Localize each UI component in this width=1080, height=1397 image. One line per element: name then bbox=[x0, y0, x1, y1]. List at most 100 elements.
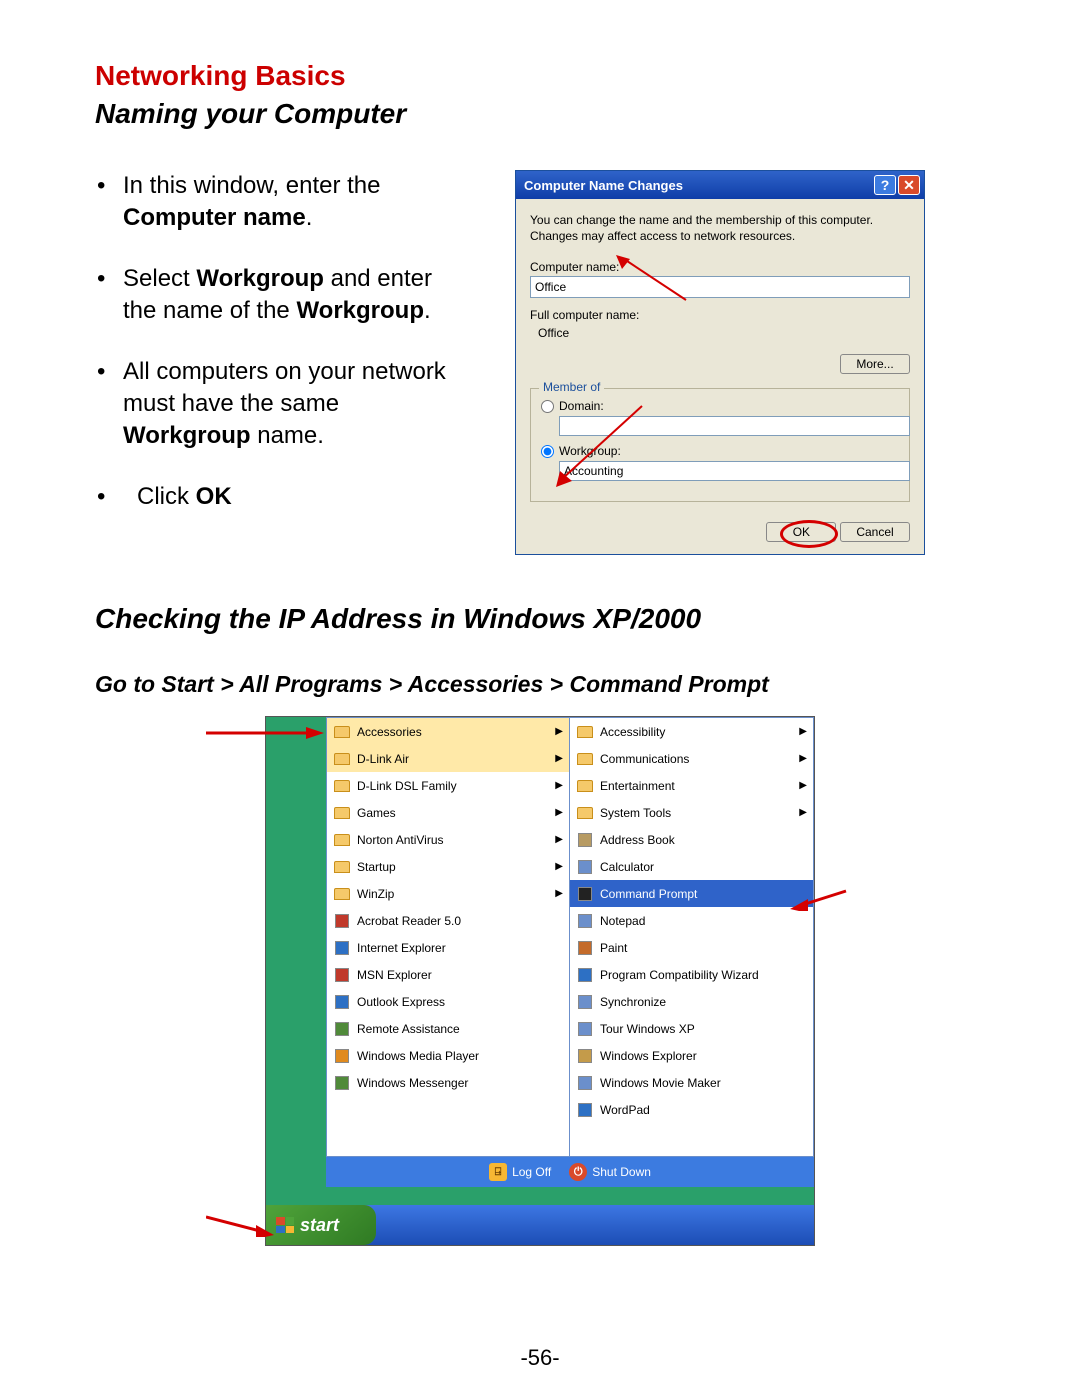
app-icon bbox=[333, 993, 351, 1011]
help-icon[interactable]: ? bbox=[874, 175, 896, 195]
shutdown-button[interactable]: ⏻ Shut Down bbox=[569, 1163, 651, 1181]
cancel-button[interactable]: Cancel bbox=[840, 522, 910, 542]
menu-item-label: System Tools bbox=[600, 806, 671, 820]
submenu-arrow-icon: ▶ bbox=[799, 807, 807, 818]
submenu-arrow-icon: ▶ bbox=[555, 888, 563, 899]
submenu-arrow-icon: ▶ bbox=[555, 834, 563, 845]
menu-item[interactable]: D-Link Air ▶ bbox=[327, 745, 569, 772]
menu-item[interactable]: Accessories ▶ bbox=[327, 718, 569, 745]
menu-item-label: Windows Messenger bbox=[357, 1076, 468, 1090]
accessories-menu: Accessibility▶Communications▶Entertainme… bbox=[570, 718, 813, 1156]
full-name-label: Full computer name: bbox=[530, 308, 910, 322]
folder-icon bbox=[576, 804, 594, 822]
arrow-command-prompt bbox=[788, 887, 848, 911]
menu-item[interactable]: Accessibility▶ bbox=[570, 718, 813, 745]
menu-item[interactable]: Program Compatibility Wizard bbox=[570, 961, 813, 988]
menu-item[interactable]: Windows Messenger bbox=[327, 1069, 569, 1096]
folder-icon bbox=[333, 723, 351, 741]
menu-item[interactable]: Command Prompt bbox=[570, 880, 813, 907]
app-icon bbox=[576, 858, 594, 876]
menu-item[interactable]: Synchronize bbox=[570, 988, 813, 1015]
folder-icon bbox=[333, 831, 351, 849]
app-icon bbox=[576, 1074, 594, 1092]
menu-item-label: Startup bbox=[357, 860, 396, 874]
menu-item[interactable]: Calculator bbox=[570, 853, 813, 880]
menu-item-label: Synchronize bbox=[600, 995, 666, 1009]
menu-item[interactable]: D-Link DSL Family▶ bbox=[327, 772, 569, 799]
menu-item[interactable]: Outlook Express bbox=[327, 988, 569, 1015]
submenu-arrow-icon: ▶ bbox=[555, 753, 563, 764]
menu-item[interactable]: Entertainment▶ bbox=[570, 772, 813, 799]
shutdown-icon: ⏻ bbox=[569, 1163, 587, 1181]
menu-item[interactable]: System Tools ▶ bbox=[570, 799, 813, 826]
start-menu-screenshot: Accessories ▶ D-Link Air ▶ D-Link DSL Family… bbox=[265, 716, 815, 1246]
menu-item[interactable]: MSN Explorer bbox=[327, 961, 569, 988]
app-icon bbox=[333, 1074, 351, 1092]
menu-item-label: Accessories bbox=[357, 725, 422, 739]
menu-item[interactable]: Notepad bbox=[570, 907, 813, 934]
app-icon bbox=[333, 912, 351, 930]
menu-item[interactable]: Communications▶ bbox=[570, 745, 813, 772]
logoff-button[interactable]: ⍈ Log Off bbox=[489, 1163, 551, 1181]
arrow-start bbox=[206, 1213, 276, 1237]
menu-item[interactable]: Acrobat Reader 5.0 bbox=[327, 907, 569, 934]
menu-item-label: WinZip bbox=[357, 887, 394, 901]
app-icon bbox=[576, 993, 594, 1011]
menu-item-label: Entertainment bbox=[600, 779, 675, 793]
heading-main: Networking Basics bbox=[95, 60, 985, 92]
folder-icon bbox=[576, 777, 594, 795]
folder-icon bbox=[333, 804, 351, 822]
menu-item[interactable]: Windows Movie Maker bbox=[570, 1069, 813, 1096]
arrow-workgroup bbox=[552, 401, 652, 491]
more-button[interactable]: More... bbox=[840, 354, 910, 374]
submenu-arrow-icon: ▶ bbox=[555, 726, 563, 737]
menu-item-label: Accessibility bbox=[600, 725, 665, 739]
menu-item[interactable]: Games▶ bbox=[327, 799, 569, 826]
dialog-title: Computer Name Changes bbox=[524, 178, 683, 193]
menu-item-label: D-Link Air bbox=[357, 752, 409, 766]
menu-item[interactable]: Windows Explorer bbox=[570, 1042, 813, 1069]
arrow-accessories bbox=[206, 725, 324, 741]
menu-item[interactable]: Windows Media Player bbox=[327, 1042, 569, 1069]
app-icon bbox=[333, 966, 351, 984]
menu-item-label: Internet Explorer bbox=[357, 941, 446, 955]
menu-item-label: Command Prompt bbox=[600, 887, 697, 901]
menu-item[interactable]: Tour Windows XP bbox=[570, 1015, 813, 1042]
app-icon bbox=[576, 966, 594, 984]
menu-item[interactable]: WordPad bbox=[570, 1096, 813, 1123]
menu-item-label: WordPad bbox=[600, 1103, 650, 1117]
menu-item[interactable]: Norton AntiVirus▶ bbox=[327, 826, 569, 853]
programs-menu: Accessories ▶ D-Link Air ▶ D-Link DSL Family… bbox=[327, 718, 570, 1156]
computer-name-input[interactable] bbox=[530, 276, 910, 298]
folder-icon bbox=[576, 750, 594, 768]
close-icon[interactable]: ✕ bbox=[898, 175, 920, 195]
menu-item[interactable]: Internet Explorer bbox=[327, 934, 569, 961]
menu-item[interactable]: Address Book bbox=[570, 826, 813, 853]
menu-item-label: Outlook Express bbox=[357, 995, 445, 1009]
menu-item-label: D-Link DSL Family bbox=[357, 779, 457, 793]
computer-name-label: Computer name: bbox=[530, 260, 910, 274]
dialog-titlebar: Computer Name Changes ? ✕ bbox=[516, 171, 924, 199]
folder-icon bbox=[576, 723, 594, 741]
ok-highlight-circle bbox=[780, 520, 838, 548]
menu-item[interactable]: Remote Assistance bbox=[327, 1015, 569, 1042]
app-icon bbox=[576, 1047, 594, 1065]
menu-item[interactable]: WinZip ▶ bbox=[327, 880, 569, 907]
folder-icon bbox=[333, 750, 351, 768]
app-icon bbox=[576, 831, 594, 849]
app-icon bbox=[333, 1020, 351, 1038]
app-icon bbox=[333, 1047, 351, 1065]
menu-item-label: Notepad bbox=[600, 914, 645, 928]
windows-flag-icon bbox=[276, 1217, 294, 1233]
menu-item[interactable]: Paint bbox=[570, 934, 813, 961]
folder-icon bbox=[333, 885, 351, 903]
menu-item-label: Remote Assistance bbox=[357, 1022, 460, 1036]
submenu-arrow-icon: ▶ bbox=[555, 807, 563, 818]
app-icon bbox=[576, 939, 594, 957]
start-button[interactable]: start bbox=[266, 1205, 376, 1245]
nav-path: Go to Start > All Programs > Accessories… bbox=[95, 671, 985, 698]
logoff-icon: ⍈ bbox=[489, 1163, 507, 1181]
menu-item[interactable]: Startup▶ bbox=[327, 853, 569, 880]
heading-sub1: Naming your Computer bbox=[95, 98, 985, 130]
bullet-4: Click OK bbox=[123, 481, 455, 513]
